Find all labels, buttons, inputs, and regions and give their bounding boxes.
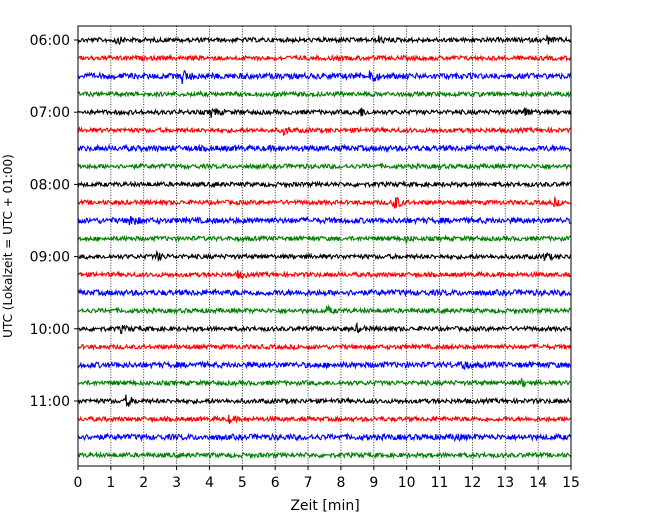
trace-line — [77, 304, 572, 315]
trace-line — [77, 195, 572, 209]
trace-line — [77, 394, 572, 407]
x-axis: 0 1 2 3 4 5 6 7 8 9 10 11 12 13 14 15 — [74, 466, 580, 491]
x-tick-label: 5 — [238, 475, 247, 491]
x-tick-label: 8 — [336, 475, 345, 491]
trace-line — [77, 215, 572, 226]
x-tick-label: 7 — [304, 475, 313, 491]
x-tick-label: 2 — [139, 475, 148, 491]
x-tick-label: 12 — [463, 475, 481, 491]
trace-line — [77, 360, 572, 371]
x-tick-label: 6 — [271, 475, 280, 491]
y-tick-label: 06:00 — [30, 33, 70, 49]
y-axis: 06:00 07:00 08:00 09:00 10:00 11:00 — [30, 33, 78, 410]
x-tick-label: 0 — [74, 475, 83, 491]
trace-line — [77, 342, 572, 352]
x-tick-label: 3 — [172, 475, 181, 491]
x-tick-label: 11 — [431, 475, 449, 491]
trace-line — [77, 432, 572, 443]
trace-line — [77, 69, 572, 84]
trace-line — [77, 287, 572, 298]
y-tick-label: 11:00 — [30, 394, 70, 410]
trace-line — [77, 107, 572, 118]
x-tick-label: 10 — [398, 475, 416, 491]
x-tick-label: 9 — [369, 475, 378, 491]
y-tick-label: 08:00 — [30, 177, 70, 193]
trace-line — [77, 234, 572, 245]
trace-line — [77, 143, 572, 154]
x-tick-label: 14 — [529, 475, 547, 491]
x-tick-label: 4 — [205, 475, 214, 491]
y-tick-label: 09:00 — [30, 250, 70, 266]
trace-line — [77, 89, 572, 99]
x-tick-label: 13 — [496, 475, 514, 491]
grid-layer — [110, 26, 539, 466]
trace-line — [77, 53, 572, 63]
x-tick-label: 1 — [106, 475, 115, 491]
trace-layer — [77, 33, 572, 460]
trace-line — [77, 321, 572, 335]
trace-line — [77, 450, 572, 460]
y-axis-label: UTC (Lokalzeit = UTC + 01:00) — [1, 154, 15, 338]
x-axis-label: Zeit [min] — [290, 498, 359, 514]
x-tick-label: 15 — [562, 475, 580, 491]
trace-line — [77, 269, 572, 280]
trace-line — [77, 180, 572, 189]
trace-line — [77, 33, 572, 46]
trace-line — [77, 162, 572, 171]
trace-line — [77, 378, 572, 388]
trace-line — [77, 414, 572, 425]
plot-frame — [77, 25, 572, 467]
trace-line — [77, 125, 572, 137]
y-tick-label: 10:00 — [30, 322, 70, 338]
y-tick-label: 07:00 — [30, 105, 70, 121]
trace-line — [77, 249, 572, 263]
